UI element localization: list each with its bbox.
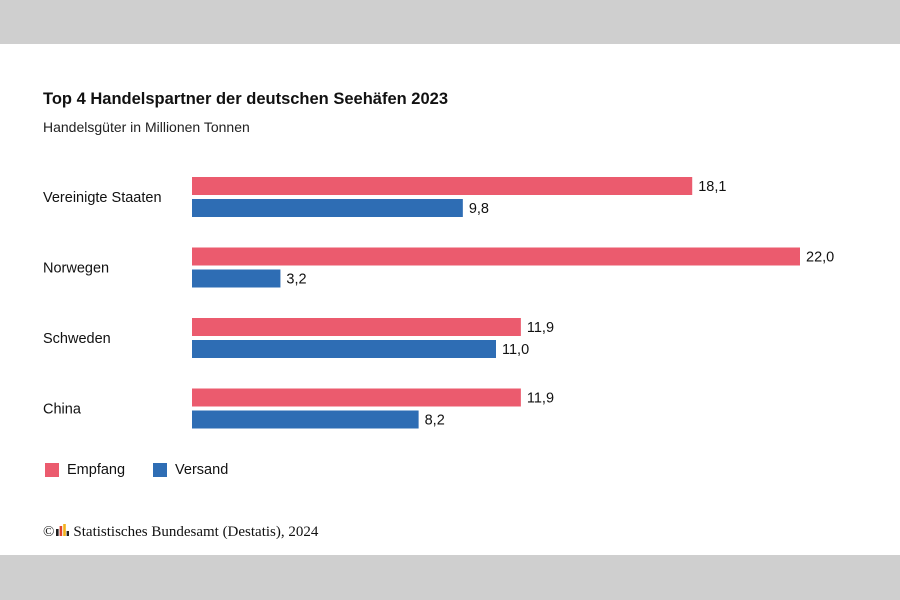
legend-swatch-empfang	[45, 463, 59, 477]
source-text: Statistisches Bundesamt (Destatis), 2024	[73, 524, 319, 540]
legend: Empfang Versand	[45, 462, 256, 478]
destatis-logo-icon	[56, 524, 70, 541]
data-label-empfang: 18,1	[698, 179, 726, 195]
chart-subtitle: Handelsgüter in Millionen Tonnen	[43, 119, 250, 135]
data-label-empfang: 11,9	[527, 320, 554, 336]
bar-empfang	[192, 318, 521, 336]
legend-label-versand: Versand	[175, 462, 229, 478]
source-credit: © Statistisches Bundesamt (Destatis), 20…	[43, 524, 318, 541]
chart-panel: Top 4 Handelspartner der deutschen Seehä…	[0, 44, 900, 555]
bar-versand	[192, 199, 463, 217]
category-label: China	[43, 402, 82, 418]
bar-versand	[192, 269, 281, 288]
bar-versand	[192, 340, 496, 358]
chart-title: Top 4 Handelspartner der deutschen Seehä…	[43, 90, 448, 108]
data-label-versand: 3,2	[286, 272, 306, 288]
data-label-versand: 11,0	[502, 342, 529, 358]
legend-item-versand: Versand	[153, 462, 228, 478]
bar-empfang	[192, 177, 693, 195]
bar-chart: Vereinigte Staaten 18,1 9,8 Norwegen 22,0 3,2…	[43, 177, 834, 429]
copyright-symbol: ©	[43, 524, 55, 540]
category-label: Norwegen	[43, 261, 109, 277]
category-label: Schweden	[43, 331, 111, 347]
legend-swatch-versand	[153, 463, 168, 477]
legend-item-empfang: Empfang	[45, 462, 125, 478]
bar-versand	[192, 410, 419, 429]
legend-label-empfang: Empfang	[67, 462, 126, 478]
category-label: Vereinigte Staaten	[43, 190, 162, 206]
data-label-empfang: 11,9	[527, 391, 554, 407]
bar-empfang	[192, 247, 800, 266]
data-label-empfang: 22,0	[806, 250, 834, 266]
bar-empfang	[192, 388, 521, 407]
data-label-versand: 9,8	[469, 201, 489, 217]
data-label-versand: 8,2	[425, 413, 445, 429]
